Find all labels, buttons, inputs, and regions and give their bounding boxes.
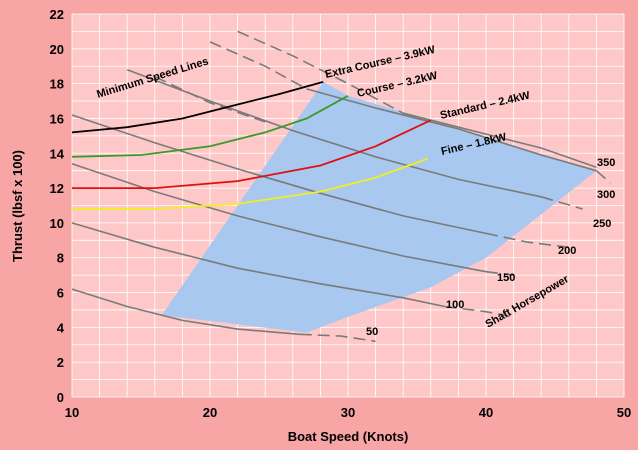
hp-line-300-dashed2 [595,170,611,184]
x-tick-label: 10 [65,405,79,420]
hp-line-350-dashed [237,30,404,114]
hp-line-300-dashed [209,41,307,90]
hp-line-250-dashed [540,196,583,210]
hp-label-100: 100 [446,299,464,311]
hp-line-150-dashed [485,270,514,276]
series-line-2 [72,119,432,190]
hp-label-250: 250 [593,218,611,230]
hp-line-350-solid [403,112,597,168]
thrust-series [71,81,432,210]
hp-line-200-dashed [485,232,569,249]
y-tick-label: 2 [57,355,64,370]
y-axis-title: Thrust (lbsf x 100) [10,150,25,262]
y-tick-label: 20 [50,42,64,57]
x-tick-label: 20 [203,405,217,420]
series-line-3 [72,157,429,210]
hp-line-200-solid [71,114,487,235]
hp-label-350: 350 [597,157,615,169]
hp-line-100-solid [71,222,445,308]
axis-ticks: 10 20 30 40 50 0 2 4 6 8 10 12 14 16 18 20 22 [50,7,632,420]
hp-line-150-solid [71,162,487,273]
y-tick-label: 4 [57,320,65,335]
hp-label-200: 200 [558,245,576,257]
y-tick-label: 0 [57,390,64,405]
operating-region [161,81,597,333]
horsepower-lines [71,30,611,343]
hp-line-100-dashed [444,305,514,318]
y-tick-label: 6 [57,286,64,301]
series-line-1 [71,95,349,158]
y-tick-label: 14 [50,146,65,161]
series-line-0 [71,81,324,134]
hp-line-50-dashed [299,333,376,343]
hp-label-50: 50 [366,326,378,338]
x-axis-title: Boat Speed (Knots) [288,429,409,444]
y-tick-label: 8 [57,251,64,266]
hp-line-300-solid [306,88,597,172]
y-tick-label: 22 [50,7,64,22]
x-tick-label: 50 [617,405,631,420]
y-tick-label: 16 [50,111,64,126]
hp-line-50-solid [71,288,300,336]
y-tick-label: 10 [50,216,64,231]
y-tick-label: 18 [50,77,64,92]
hp-label-300: 300 [597,189,615,201]
x-tick-label: 30 [341,405,355,420]
hp-label-150: 150 [497,272,515,284]
x-tick-label: 40 [479,405,493,420]
y-tick-label: 12 [50,181,64,196]
hp-line-extra-7-dashed [154,75,266,123]
